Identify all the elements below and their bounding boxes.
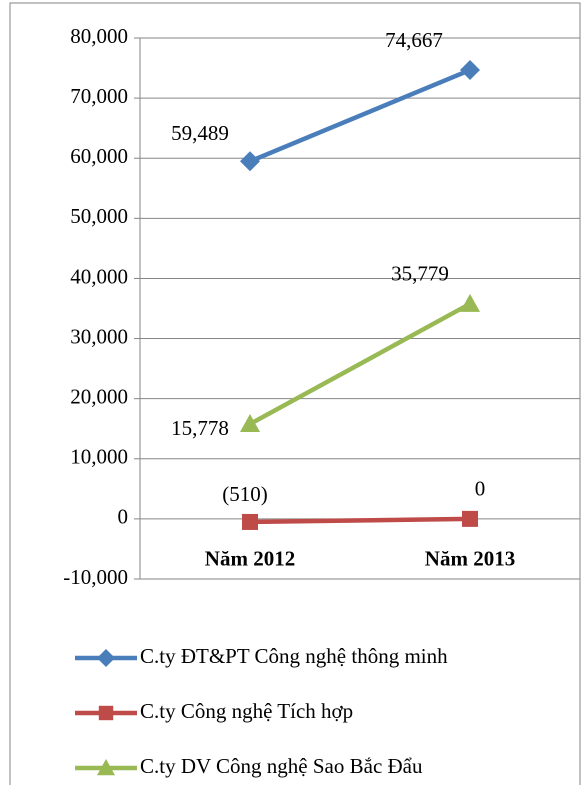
data-label: 35,779 (391, 262, 449, 286)
series-line (249, 516, 471, 525)
marker (460, 293, 480, 312)
y-tick-label: 80,000 (70, 24, 128, 48)
series-line (249, 67, 471, 164)
y-tick-label: 0 (118, 505, 129, 529)
x-tick-label: Năm 2012 (205, 547, 295, 571)
y-tick-label: -10,000 (63, 565, 128, 589)
y-tick-label: 10,000 (70, 445, 128, 469)
legend-label: C.ty Công nghệ Tích hợp (140, 699, 353, 723)
marker (97, 759, 115, 776)
marker (462, 510, 478, 527)
x-tick-label: Năm 2013 (425, 547, 515, 571)
y-tick-label: 60,000 (70, 144, 128, 168)
marker (98, 705, 114, 721)
data-label: 0 (475, 477, 486, 501)
marker (242, 513, 258, 530)
y-tick-label: 20,000 (70, 384, 128, 408)
chart-frame (9, 2, 581, 785)
data-label: 59,489 (171, 121, 229, 145)
data-label: (510) (222, 482, 268, 506)
y-tick-label: 30,000 (70, 324, 128, 348)
marker (460, 60, 480, 81)
data-label: 15,778 (171, 416, 229, 440)
marker (240, 151, 260, 172)
series-line (248, 301, 472, 427)
y-tick-label: 50,000 (70, 204, 128, 228)
marker (97, 649, 115, 667)
legend-label: C.ty DV Công nghệ Sao Bắc Đẩu (140, 754, 423, 778)
legend-label: C.ty ĐT&PT Công nghệ thông minh (140, 644, 448, 668)
marker (240, 414, 260, 433)
data-label: 74,667 (385, 28, 443, 52)
y-tick-label: 40,000 (70, 264, 128, 288)
y-tick-label: 70,000 (70, 84, 128, 108)
